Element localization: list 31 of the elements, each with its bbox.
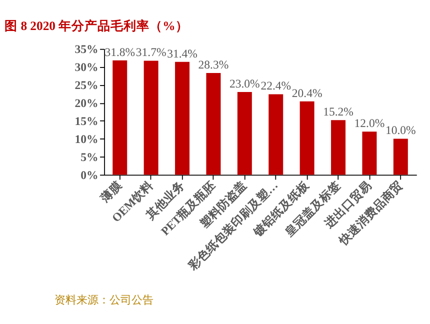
data-label: 31.4% — [167, 47, 198, 60]
data-label: 31.8% — [104, 46, 136, 59]
bar — [331, 120, 346, 175]
y-tick-label: 5% — [80, 150, 98, 164]
x-tick-label: 薄膜 — [96, 178, 125, 206]
y-tick-label: 0% — [80, 168, 98, 182]
data-label: 28.3% — [198, 58, 229, 72]
data-label: 31.7% — [136, 46, 166, 60]
bar — [175, 62, 190, 175]
data-label: 15.2% — [323, 106, 354, 119]
y-tick-label: 20% — [74, 96, 98, 110]
y-tick-label: 30% — [74, 60, 98, 74]
y-tick-label: 15% — [74, 114, 98, 128]
data-label: 22.4% — [260, 80, 292, 93]
data-label: 10.0% — [385, 124, 416, 138]
bar — [206, 72, 221, 175]
bar — [112, 60, 128, 175]
y-tick-label: 10% — [74, 132, 98, 146]
bar — [144, 60, 158, 175]
bar — [362, 132, 377, 175]
y-tick-label: 35% — [74, 42, 98, 56]
data-label: 23.0% — [229, 78, 260, 91]
text: 资料来源：公司公告 — [54, 293, 154, 306]
y-tick-label: 25% — [74, 78, 98, 92]
bar — [237, 92, 252, 175]
bar — [300, 101, 314, 175]
data-label: 20.4% — [292, 86, 322, 100]
bar — [393, 138, 408, 175]
bar — [268, 94, 284, 175]
data-label: 12.0% — [354, 117, 385, 130]
chart-title: 图 8 2020 年分产品毛利率（%） — [4, 18, 188, 33]
